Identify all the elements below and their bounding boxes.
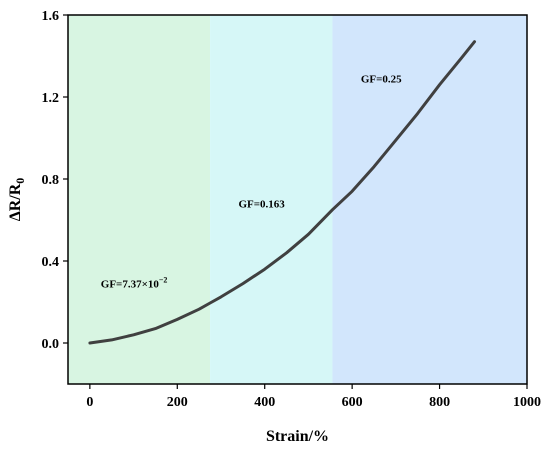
x-tick-label: 200 xyxy=(167,395,188,410)
x-tick-label: 1000 xyxy=(513,395,541,410)
gf-annotation-2: GF=0.163 xyxy=(238,199,285,211)
y-tick-label: 0.4 xyxy=(42,255,60,270)
annotations: GF=7.37×10−2 GF=0.163 GF=0.25 xyxy=(101,74,402,291)
x-tick-label: 600 xyxy=(342,395,363,410)
x-axis: 0 200 400 600 800 1000 xyxy=(86,384,541,410)
y-axis-title-subscript: 0 xyxy=(13,178,27,184)
y-axis-title: ΔR/R0 xyxy=(7,178,27,222)
y-axis: 0.0 0.4 0.8 1.2 1.6 xyxy=(42,9,68,352)
data-series-layer xyxy=(88,40,476,345)
gf-annotation-3: GF=0.25 xyxy=(361,74,402,86)
gf-annotation-1: GF=7.37×10−2 xyxy=(101,276,168,291)
x-tick-label: 800 xyxy=(429,395,450,410)
plot-frame xyxy=(67,14,528,385)
x-tick-label: 0 xyxy=(86,395,93,410)
region-3 xyxy=(332,15,527,384)
region-1 xyxy=(68,15,211,384)
series-line-1 xyxy=(88,40,476,345)
y-tick-label: 0.0 xyxy=(42,337,60,352)
y-axis-title-main: ΔR/R xyxy=(7,183,24,221)
y-tick-label: 1.6 xyxy=(42,9,60,24)
region-2 xyxy=(210,15,333,384)
background-regions xyxy=(68,15,527,384)
y-tick-label: 1.2 xyxy=(42,91,60,106)
y-tick-label: 0.8 xyxy=(42,173,60,188)
x-axis-title: Strain/% xyxy=(266,428,329,445)
x-tick-label: 400 xyxy=(254,395,275,410)
